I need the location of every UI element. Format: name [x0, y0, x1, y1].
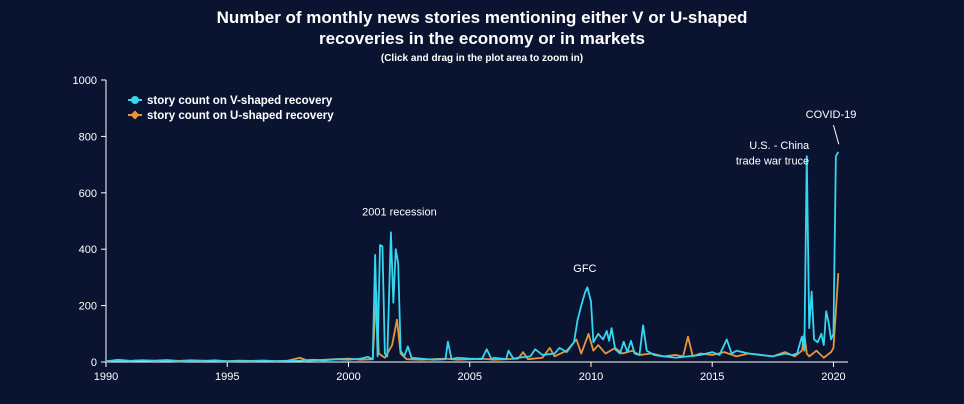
legend-item-u-shaped[interactable]: story count on U-shaped recovery — [128, 110, 334, 122]
legend-item-v-shaped[interactable]: story count on V-shaped recovery — [128, 95, 333, 107]
legend-circle-marker-icon — [131, 96, 139, 104]
legend-label: story count on V-shaped recovery — [147, 95, 333, 107]
chart-title-line1: Number of monthly news stories mentionin… — [216, 8, 748, 27]
annotation-label: GFC — [573, 263, 596, 275]
x-tick-label: 2010 — [579, 371, 603, 383]
series-line-v-shaped — [105, 151, 840, 363]
y-tick-label: 0 — [91, 357, 97, 369]
annotation-label: U.S. - China — [749, 140, 810, 152]
x-tick-label: 2015 — [700, 371, 724, 383]
y-tick-label: 800 — [79, 131, 97, 143]
x-tick-label: 2005 — [457, 371, 481, 383]
legend-diamond-marker-icon — [130, 110, 140, 120]
y-tick-label: 400 — [79, 244, 97, 256]
legend: story count on V-shaped recovery story co… — [128, 95, 334, 122]
annotation-label: 2001 recession — [362, 206, 437, 218]
annotation-layer: 2001 recession GFC U.S. - China trade war t… — [362, 109, 856, 275]
x-tick-label: 2000 — [336, 371, 360, 383]
series-layer — [105, 151, 840, 363]
chart-title-line2: recoveries in the economy or in markets — [319, 29, 645, 48]
x-tick-label: 1990 — [94, 371, 118, 383]
x-tick-label: 2020 — [821, 371, 845, 383]
legend-label: story count on U-shaped recovery — [147, 110, 334, 122]
series-line-u-shaped — [105, 273, 840, 363]
y-tick-label: 200 — [79, 301, 97, 313]
annotation-pointer-covid — [832, 124, 840, 145]
annotation-label: COVID-19 — [806, 109, 857, 121]
y-tick-label: 600 — [79, 188, 97, 200]
x-tick-label: 1995 — [215, 371, 239, 383]
y-tick-label: 1000 — [73, 75, 97, 87]
axes: 0 200 400 600 800 1000 1990 1995 2000 2005 2010 201… — [73, 75, 848, 383]
chart-subtitle: (Click and drag in the plot area to zoom… — [380, 53, 584, 64]
annotation-label: trade war truce — [736, 156, 809, 168]
